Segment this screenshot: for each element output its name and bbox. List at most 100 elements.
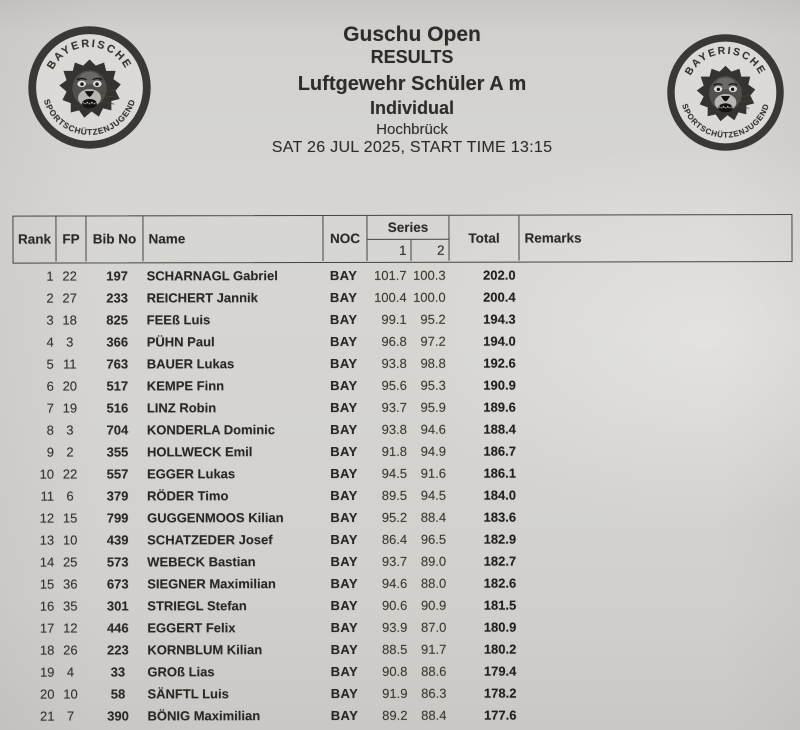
cell-noc: BAY <box>330 531 358 547</box>
cell-bib-no: 446 <box>106 619 129 635</box>
cell-rank: 9 <box>46 444 54 460</box>
cell-name: FEEß Luis <box>146 311 211 327</box>
cell-bib-no: 233 <box>106 289 128 305</box>
table-row: 8 3 704 KONDERLA Dominic BAY 93.8 94.6 1… <box>13 417 793 441</box>
table-row: 6 20 517 KEMPE Finn BAY 95.6 95.3 190.9 <box>13 373 793 397</box>
cell-series-2: 97.2 <box>420 333 446 349</box>
cell-name: SCHATZEDER Josef <box>147 531 273 547</box>
cell-noc: BAY <box>330 377 358 393</box>
cell-total: 180.9 <box>483 619 517 635</box>
cell-fp: 11 <box>62 356 77 372</box>
cell-noc: BAY <box>330 663 359 679</box>
table-row: 10 22 557 EGGER Lukas BAY 94.5 91.6 186.… <box>13 461 793 485</box>
cell-series-1: 93.7 <box>381 553 408 569</box>
cell-rank: 20 <box>39 686 55 702</box>
cell-fp: 25 <box>62 554 78 570</box>
cell-fp: 10 <box>62 532 78 548</box>
cell-noc: BAY <box>330 619 359 635</box>
cell-fp: 3 <box>66 334 74 350</box>
cell-noc: BAY <box>330 575 358 591</box>
cell-name: REICHERT Jannik <box>146 289 258 305</box>
cell-noc: BAY <box>329 311 358 327</box>
cell-remarks <box>518 494 790 495</box>
cell-noc: BAY <box>330 487 358 503</box>
cell-rank: 8 <box>46 422 54 438</box>
cell-bib-no: 557 <box>106 465 129 481</box>
cell-fp: 22 <box>62 466 78 482</box>
cell-bib-no: 379 <box>106 487 129 503</box>
cell-series-2: 100.0 <box>413 289 446 305</box>
cell-bib-no: 390 <box>107 707 129 723</box>
cell-name: SÄNFTL Luis <box>147 685 229 701</box>
cell-bib-no: 799 <box>106 509 129 525</box>
cell-name: KONDERLA Dominic <box>146 421 275 437</box>
cell-rank: 3 <box>46 312 54 328</box>
table-row: 14 25 573 WEBECK Bastian BAY 93.7 89.0 1… <box>13 549 793 573</box>
cell-name: STRIEGL Stefan <box>147 597 247 613</box>
cell-total: 194.3 <box>483 311 516 327</box>
table-row: 5 11 763 BAUER Lukas BAY 93.8 98.8 192.6 <box>13 351 793 375</box>
cell-noc: BAY <box>330 685 359 701</box>
cell-series-2: 87.0 <box>420 619 447 635</box>
table-row: 11 6 379 RÖDER Timo BAY 89.5 94.5 184.0 <box>13 483 793 507</box>
cell-noc: BAY <box>330 509 358 525</box>
cell-rank: 19 <box>39 664 55 680</box>
results-table: Rank FP Bib No Name NOC Series 1 2 Total… <box>12 214 793 730</box>
cell-bib-no: 825 <box>106 311 129 327</box>
cell-rank: 18 <box>39 642 55 658</box>
cell-series-1: 100.4 <box>374 289 407 305</box>
cell-total: 200.4 <box>483 289 516 305</box>
table-row: 21 7 390 BÖNIG Maximilian BAY 89.2 88.4 … <box>13 703 793 727</box>
cell-rank: 2 <box>46 290 54 306</box>
table-row: 15 36 673 SIEGNER Maximilian BAY 94.6 88… <box>13 571 793 595</box>
cell-series-2: 86.3 <box>421 685 447 701</box>
cell-total: 180.2 <box>483 641 517 657</box>
col-remarks: Remarks <box>518 215 791 261</box>
col-fp: FP <box>55 216 86 262</box>
cell-noc: BAY <box>330 421 358 437</box>
cell-remarks <box>518 538 790 539</box>
cell-rank: 6 <box>46 378 54 394</box>
cell-name: HOLLWECK Emil <box>146 443 253 459</box>
cell-series-2: 88.4 <box>420 509 447 525</box>
cell-remarks <box>518 626 790 627</box>
cell-series-2: 88.6 <box>421 663 447 679</box>
cell-noc: BAY <box>330 355 358 371</box>
cell-total: 202.0 <box>483 267 516 283</box>
cell-name: RÖDER Timo <box>147 487 229 503</box>
cell-series-2: 95.3 <box>420 377 446 393</box>
cell-fp: 15 <box>62 510 78 526</box>
cell-bib-no: 355 <box>106 443 129 459</box>
cell-series-2: 94.6 <box>420 421 446 437</box>
cell-bib-no: 58 <box>110 685 126 701</box>
cell-bib-no: 197 <box>106 267 128 283</box>
cell-bib-no: 517 <box>106 377 129 393</box>
col-noc: NOC <box>322 215 367 262</box>
cell-noc: BAY <box>330 465 358 481</box>
cell-remarks <box>518 692 790 693</box>
cell-fp: 6 <box>66 488 74 504</box>
cell-fp: 18 <box>62 312 77 328</box>
cell-remarks <box>518 318 790 319</box>
event-title: Guschu Open <box>343 23 481 46</box>
cell-total: 192.6 <box>483 355 516 371</box>
cell-series-1: 93.7 <box>381 399 407 415</box>
cell-series-1: 94.6 <box>381 575 408 591</box>
cell-fp: 20 <box>62 378 78 394</box>
cell-series-1: 93.9 <box>381 619 408 635</box>
table-row: 4 3 366 PÜHN Paul BAY 96.8 97.2 194.0 <box>13 329 793 353</box>
cell-total: 177.6 <box>483 707 517 723</box>
cell-rank: 11 <box>40 488 55 504</box>
cell-series-1: 93.8 <box>381 355 407 371</box>
cell-bib-no: 673 <box>106 575 129 591</box>
cell-series-1: 89.5 <box>381 487 408 503</box>
cell-rank: 14 <box>39 554 55 570</box>
cell-bib-no: 223 <box>106 641 129 657</box>
cell-total: 183.6 <box>483 509 517 525</box>
cell-fp: 4 <box>66 664 75 680</box>
cell-fp: 35 <box>63 598 78 614</box>
cell-bib-no: 33 <box>110 663 126 679</box>
cell-bib-no: 763 <box>106 355 129 371</box>
cell-total: 182.7 <box>483 553 517 569</box>
